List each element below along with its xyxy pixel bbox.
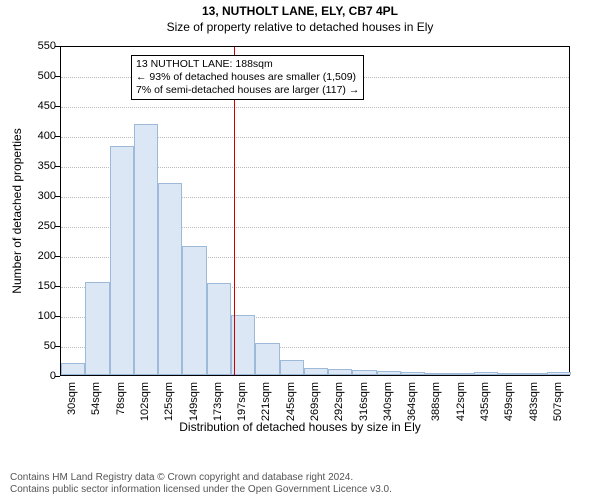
xtick-label: 364sqm — [406, 382, 418, 421]
ytick-mark — [55, 286, 60, 287]
ytick-mark — [55, 136, 60, 137]
histogram-bar — [158, 183, 182, 375]
xtick-label: 435sqm — [479, 382, 491, 421]
ytick-mark — [55, 226, 60, 227]
histogram-bar — [85, 282, 109, 375]
histogram-bar — [61, 363, 85, 375]
xtick-label: 125sqm — [163, 382, 175, 421]
annotation-line: ← 93% of detached houses are smaller (1,… — [136, 71, 359, 84]
ytick-mark — [55, 346, 60, 347]
xtick-label: 340sqm — [382, 382, 394, 421]
ytick-mark — [55, 316, 60, 317]
chart-container: Number of detached properties 13 NUTHOLT… — [0, 36, 600, 436]
histogram-bar — [134, 124, 158, 375]
ytick-label: 100 — [16, 310, 56, 322]
y-axis-label: Number of detached properties — [10, 46, 24, 376]
gridline — [61, 107, 569, 108]
ytick-label: 150 — [16, 280, 56, 292]
histogram-bar — [328, 369, 352, 375]
histogram-bar — [280, 360, 304, 375]
ytick-label: 0 — [16, 370, 56, 382]
xtick-label: 245sqm — [285, 382, 297, 421]
ytick-label: 550 — [16, 40, 56, 52]
histogram-bar — [450, 373, 474, 375]
xtick-label: 78sqm — [115, 382, 127, 415]
ytick-mark — [55, 106, 60, 107]
ytick-mark — [55, 76, 60, 77]
histogram-bar — [352, 370, 376, 375]
annotation-line: 7% of semi-detached houses are larger (1… — [136, 84, 359, 97]
ytick-label: 50 — [16, 340, 56, 352]
x-axis-label: Distribution of detached houses by size … — [0, 420, 600, 434]
xtick-label: 483sqm — [528, 382, 540, 421]
xtick-label: 412sqm — [455, 382, 467, 421]
ytick-label: 300 — [16, 190, 56, 202]
histogram-bar — [522, 373, 546, 375]
footer-attribution: Contains HM Land Registry data © Crown c… — [10, 472, 392, 496]
histogram-bar — [304, 368, 328, 375]
ytick-label: 250 — [16, 220, 56, 232]
annotation-line: 13 NUTHOLT LANE: 188sqm — [136, 58, 359, 71]
histogram-bar — [425, 373, 449, 375]
ytick-label: 450 — [16, 100, 56, 112]
ytick-mark — [55, 376, 60, 377]
xtick-label: 30sqm — [66, 382, 78, 415]
footer-line1: Contains HM Land Registry data © Crown c… — [10, 472, 392, 484]
ytick-label: 400 — [16, 130, 56, 142]
ytick-mark — [55, 166, 60, 167]
xtick-label: 507sqm — [552, 382, 564, 421]
xtick-label: 269sqm — [309, 382, 321, 421]
ytick-label: 500 — [16, 70, 56, 82]
footer-line2: Contains public sector information licen… — [10, 484, 392, 496]
chart-title-sub: Size of property relative to detached ho… — [0, 20, 600, 34]
xtick-label: 54sqm — [90, 382, 102, 415]
histogram-bar — [255, 343, 279, 375]
histogram-bar — [207, 283, 231, 375]
xtick-label: 197sqm — [236, 382, 248, 421]
xtick-label: 292sqm — [333, 382, 345, 421]
histogram-bar — [547, 372, 571, 375]
ytick-label: 350 — [16, 160, 56, 172]
histogram-bar — [474, 372, 498, 375]
annotation-box: 13 NUTHOLT LANE: 188sqm← 93% of detached… — [131, 55, 364, 100]
plot-area: 13 NUTHOLT LANE: 188sqm← 93% of detached… — [60, 46, 570, 376]
xtick-label: 316sqm — [358, 382, 370, 421]
ytick-mark — [55, 46, 60, 47]
histogram-bar — [182, 246, 206, 375]
histogram-bar — [110, 146, 134, 375]
xtick-label: 388sqm — [430, 382, 442, 421]
xtick-label: 459sqm — [503, 382, 515, 421]
histogram-bar — [401, 372, 425, 375]
ytick-mark — [55, 256, 60, 257]
chart-title-main: 13, NUTHOLT LANE, ELY, CB7 4PL — [0, 4, 600, 18]
histogram-bar — [498, 373, 522, 375]
xtick-label: 221sqm — [260, 382, 272, 421]
xtick-label: 173sqm — [212, 382, 224, 421]
ytick-mark — [55, 196, 60, 197]
histogram-bar — [377, 371, 401, 375]
ytick-label: 200 — [16, 250, 56, 262]
xtick-label: 102sqm — [139, 382, 151, 421]
xtick-label: 149sqm — [188, 382, 200, 421]
